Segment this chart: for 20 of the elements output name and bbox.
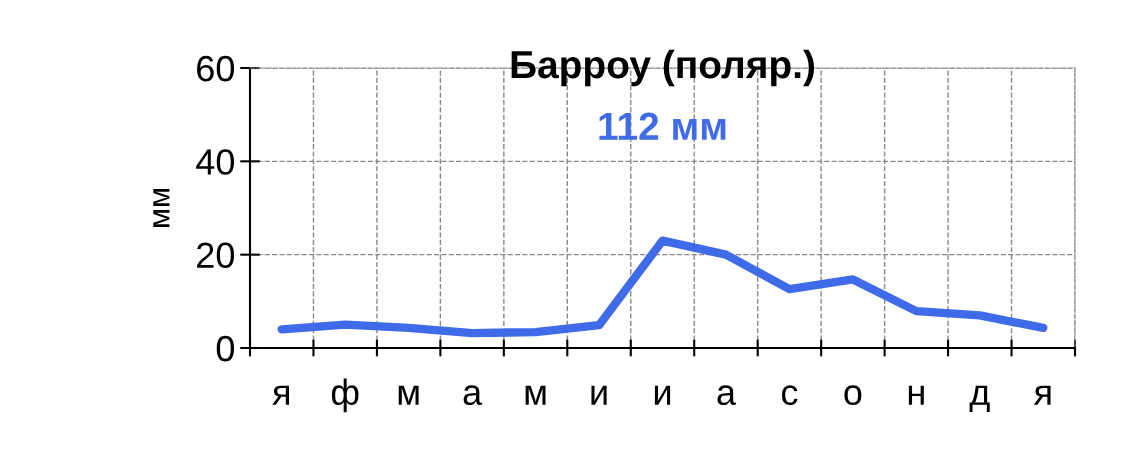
y-tick-label: 60: [197, 55, 235, 82]
x-tick-label: ф: [331, 378, 359, 413]
x-tick-label: я: [1033, 385, 1051, 405]
x-tick-label: д: [969, 385, 990, 412]
x-tick-label: я: [272, 385, 289, 405]
x-tick-label: а: [717, 385, 736, 406]
x-tick-label: м: [398, 385, 419, 405]
x-tick-label: и: [654, 385, 671, 405]
y-tick-label: 0: [216, 335, 235, 362]
x-tick-label: м: [525, 385, 546, 405]
chart-title: Барроу (поляр.): [511, 49, 815, 87]
y-tick-label: 20: [197, 242, 235, 269]
y-axis-title: мм: [153, 189, 170, 227]
x-tick-label: н: [908, 385, 924, 405]
x-tick-label: а: [463, 385, 483, 406]
y-tick-label: 40: [196, 149, 235, 175]
x-tick-label: и: [591, 385, 607, 405]
annotation: 112 мм: [599, 112, 726, 140]
x-tick-label: о: [844, 385, 862, 406]
x-tick-label: с: [781, 385, 798, 406]
